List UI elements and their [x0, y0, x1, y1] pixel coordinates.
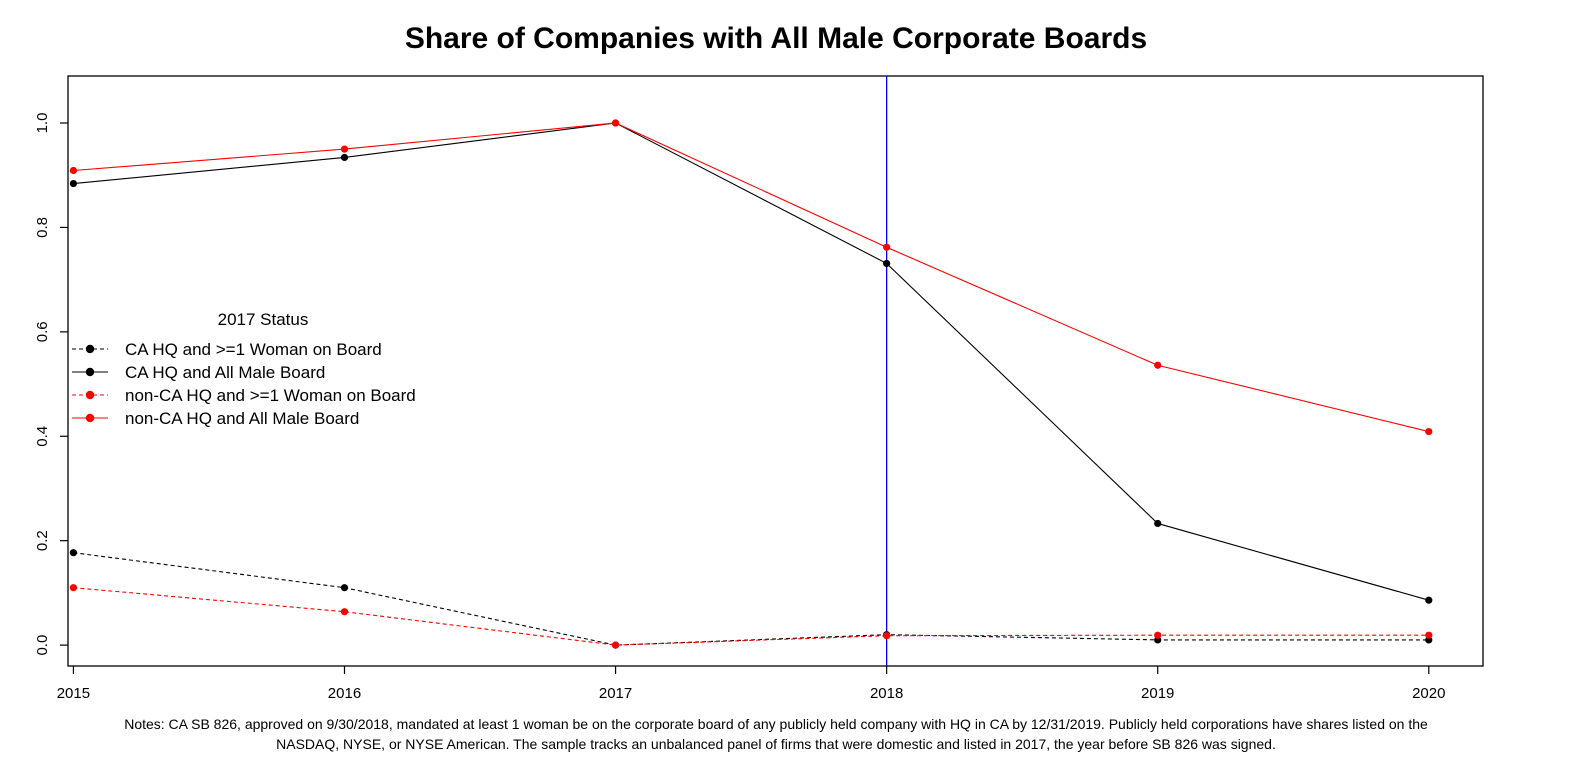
legend-item-non-ca-hq-and-all-male-board: non-CA HQ and All Male Board [72, 409, 359, 428]
legend-label: non-CA HQ and All Male Board [125, 409, 359, 428]
point-ca-hq-and-1-woman-on-board-2016 [340, 584, 349, 592]
x-tick-label-2018: 2018 [870, 685, 903, 702]
series-line-non-ca-hq-and-1-woman-on-board [73, 587, 1429, 646]
y-tick-label-0-0: 0.0 [34, 635, 51, 656]
legend-label: CA HQ and >=1 Woman on Board [125, 340, 382, 359]
point-non-ca-hq-and-1-woman-on-board-2019 [1154, 631, 1162, 639]
legend-label: CA HQ and All Male Board [125, 363, 325, 382]
series-line-non-ca-hq-and-all-male-board [73, 122, 1429, 433]
legend-swatch-point [85, 367, 95, 377]
point-ca-hq-and-all-male-board-2020 [1425, 596, 1433, 604]
y-tick-label-1-0: 1.0 [34, 113, 51, 134]
x-tick-label-2019: 2019 [1141, 685, 1174, 702]
notes-line-2: NASDAQ, NYSE, or NYSE American. The samp… [276, 736, 1276, 752]
x-axis: 2015 2016 2017 2018 2019 2020 [57, 666, 1445, 702]
series-ca-hq-and-1-woman-on-board [69, 549, 1433, 649]
legend-swatch-point [85, 390, 95, 400]
series-non-ca-hq-and-1-woman-on-board [69, 584, 1433, 649]
point-non-ca-hq-and-all-male-board-2018 [883, 243, 891, 251]
point-ca-hq-and-all-male-board-2015 [69, 179, 78, 188]
legend-title: 2017 Status [218, 310, 309, 329]
y-tick-label-0-4: 0.4 [34, 426, 51, 447]
point-ca-hq-and-1-woman-on-board-2015 [69, 549, 78, 557]
point-non-ca-hq-and-all-male-board-2016 [340, 145, 349, 153]
point-ca-hq-and-all-male-board-2018 [883, 259, 891, 268]
legend-swatch-point [85, 344, 95, 354]
point-non-ca-hq-and-1-woman-on-board-2018 [883, 632, 891, 640]
y-tick-label-0-8: 0.8 [34, 217, 51, 238]
point-non-ca-hq-and-all-male-board-2017 [611, 119, 620, 127]
legend-item-ca-hq-and-1-woman-on-board: CA HQ and >=1 Woman on Board [72, 340, 382, 359]
x-tick-label-2015: 2015 [57, 685, 90, 702]
chart-title: Share of Companies with All Male Corpora… [405, 22, 1147, 55]
point-non-ca-hq-and-1-woman-on-board-2015 [69, 584, 78, 592]
point-non-ca-hq-and-all-male-board-2019 [1154, 361, 1162, 369]
legend: 2017 Status CA HQ and >=1 Woman on Board… [72, 310, 416, 428]
notes-line-1: Notes: CA SB 826, approved on 9/30/2018,… [124, 716, 1428, 732]
x-tick-label-2016: 2016 [328, 685, 361, 702]
legend-item-ca-hq-and-all-male-board: CA HQ and All Male Board [72, 363, 325, 382]
plot-frame [67, 75, 1484, 667]
point-non-ca-hq-and-1-woman-on-board-2020 [1425, 631, 1433, 639]
x-tick-label-2017: 2017 [599, 685, 632, 702]
x-tick-label-2020: 2020 [1412, 685, 1445, 702]
point-non-ca-hq-and-1-woman-on-board-2016 [340, 608, 349, 616]
point-ca-hq-and-all-male-board-2019 [1154, 519, 1162, 528]
legend-swatch-point [85, 413, 95, 423]
series-non-ca-hq-and-all-male-board [69, 119, 1433, 436]
series-line-ca-hq-and-1-woman-on-board [73, 552, 1429, 646]
series-ca-hq-and-all-male-board [69, 119, 1433, 604]
y-tick-label-0-6: 0.6 [34, 321, 51, 342]
point-non-ca-hq-and-1-woman-on-board-2017 [611, 641, 620, 649]
point-ca-hq-and-all-male-board-2016 [340, 153, 349, 162]
y-tick-label-0-2: 0.2 [34, 530, 51, 551]
legend-item-non-ca-hq-and-1-woman-on-board: non-CA HQ and >=1 Woman on Board [72, 386, 416, 405]
y-axis: 0.0 0.2 0.4 0.6 0.8 1.0 [34, 113, 68, 656]
series-line-ca-hq-and-all-male-board [73, 122, 1429, 601]
legend-label: non-CA HQ and >=1 Woman on Board [125, 386, 416, 405]
point-non-ca-hq-and-all-male-board-2015 [69, 166, 78, 175]
point-non-ca-hq-and-all-male-board-2020 [1425, 427, 1433, 436]
series-layer [69, 119, 1433, 649]
